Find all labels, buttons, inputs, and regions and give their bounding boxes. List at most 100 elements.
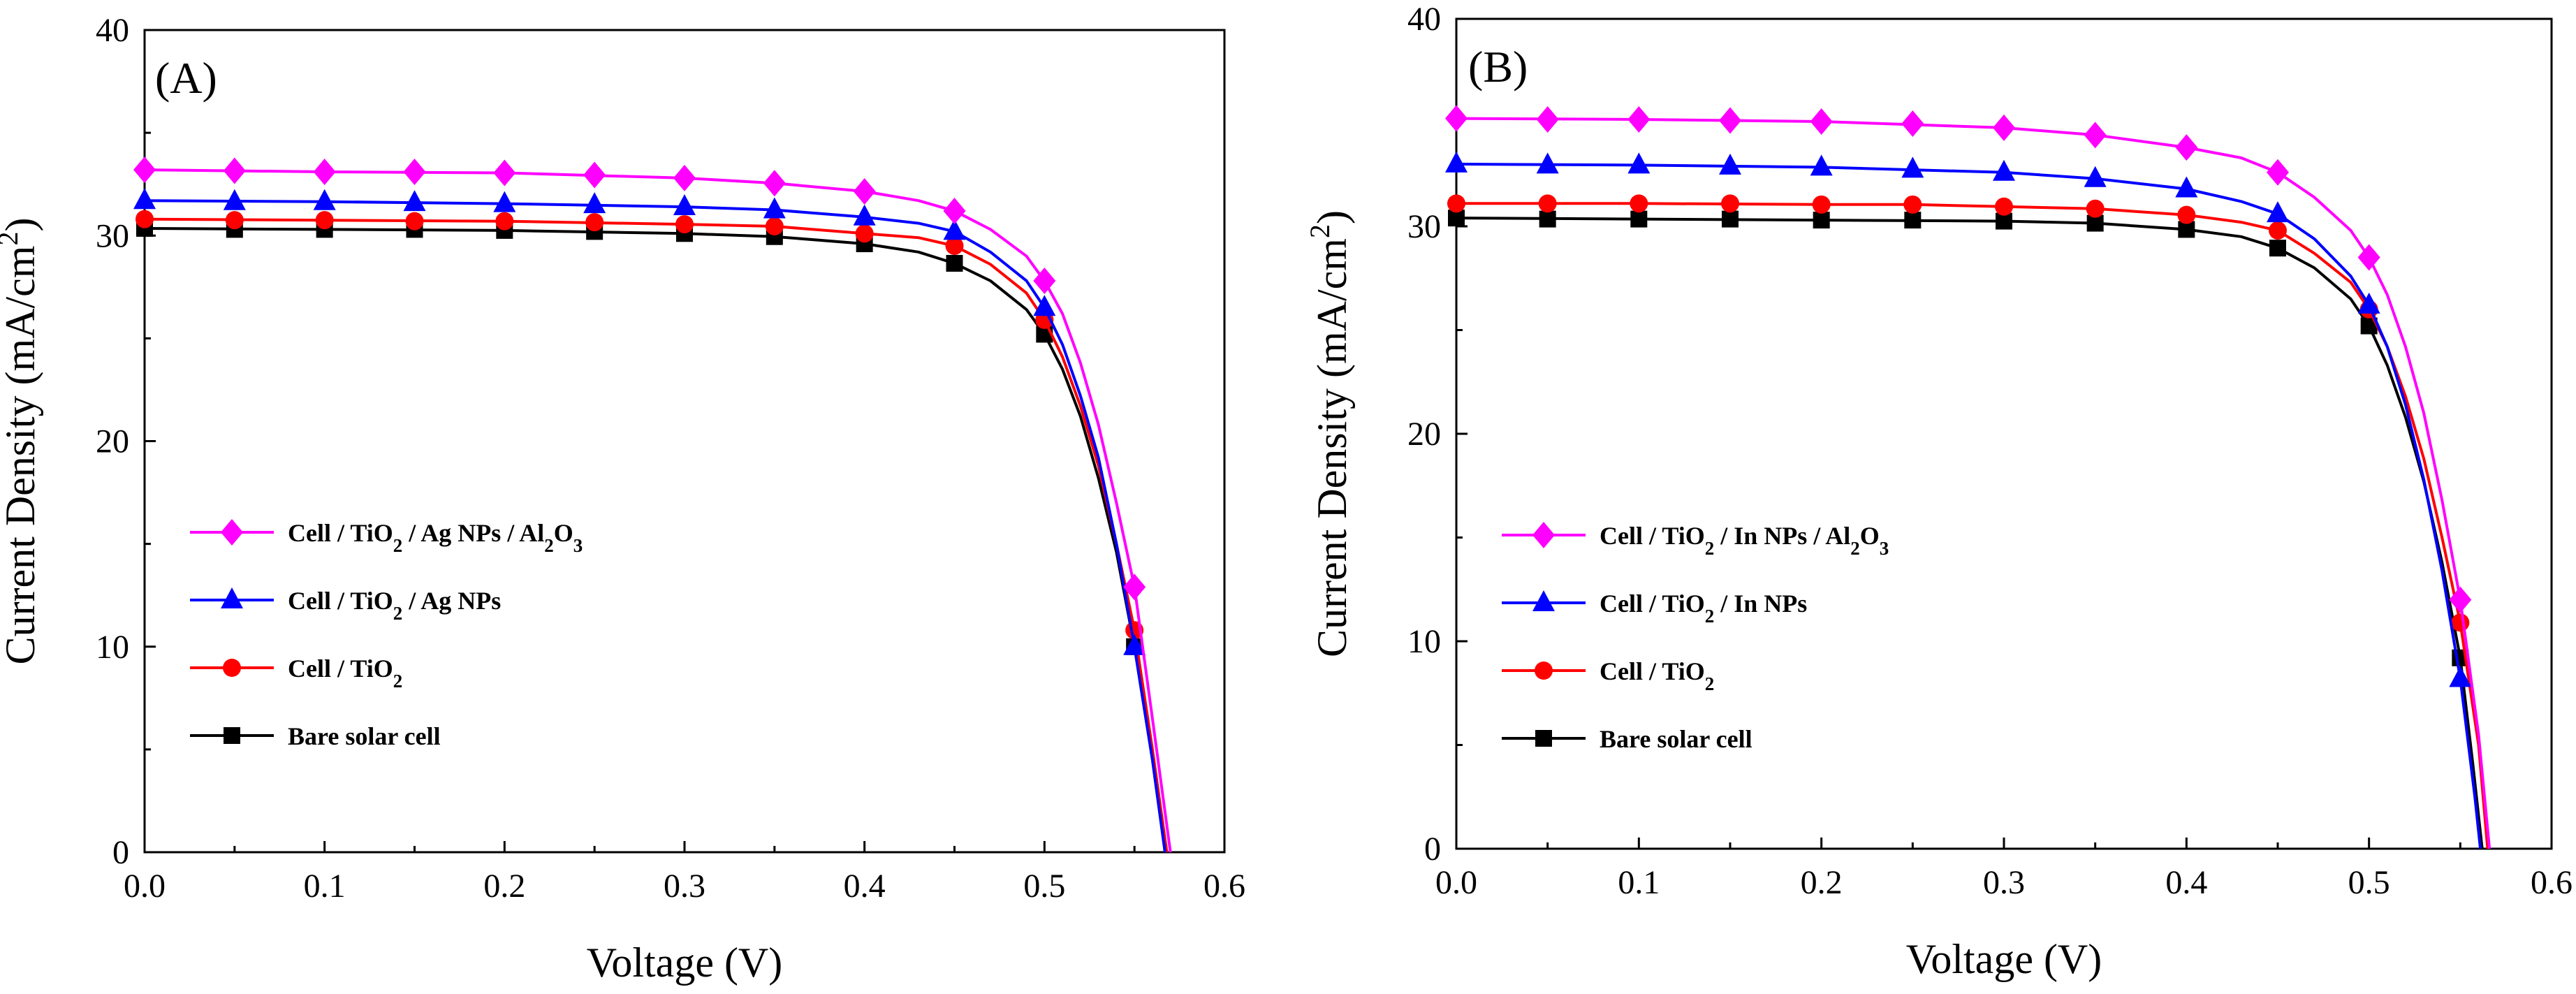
y-tick-label: 0 — [112, 834, 129, 871]
y-tick-label: 10 — [96, 629, 129, 666]
data-point — [1719, 153, 1741, 175]
data-point — [133, 156, 156, 184]
data-point — [1995, 197, 2013, 216]
data-point — [1719, 107, 1741, 134]
data-point — [675, 215, 694, 234]
data-point — [1901, 156, 1924, 178]
data-point — [1904, 212, 1922, 229]
data-point — [1630, 194, 1648, 213]
data-point — [1901, 110, 1924, 137]
x-tick-label: 0.0 — [124, 868, 166, 905]
series-line — [144, 168, 1172, 853]
data-point — [946, 254, 963, 272]
data-point — [1627, 152, 1651, 174]
data-point — [855, 224, 874, 243]
data-point — [313, 189, 336, 210]
data-point — [2177, 205, 2196, 224]
data-point — [223, 157, 246, 184]
data-point — [313, 159, 336, 186]
data-point — [136, 210, 154, 228]
data-point — [1721, 194, 1739, 213]
plot-frame — [1455, 17, 2553, 850]
data-point — [1033, 267, 1056, 294]
y-axis-title: Current Density (mA/cm2) — [0, 218, 43, 665]
x-tick-label: 0.3 — [1983, 864, 2025, 901]
data-point — [2449, 666, 2472, 687]
data-point — [583, 192, 606, 214]
data-point — [1813, 212, 1830, 229]
x-axis-title: Voltage (V) — [587, 940, 783, 986]
data-point — [225, 211, 244, 230]
data-point — [2449, 586, 2472, 613]
data-point — [1033, 295, 1056, 316]
x-tick-label: 0.5 — [2348, 864, 2390, 901]
legend-marker — [1535, 730, 1552, 747]
data-point — [1993, 159, 2015, 181]
data-point — [403, 159, 426, 186]
x-tick-label: 0.4 — [2165, 864, 2207, 901]
x-tick-label: 0.5 — [1023, 868, 1065, 905]
data-point — [2267, 201, 2289, 223]
legend-label: Cell / TiO2 / Ag NPs — [288, 587, 501, 624]
data-point — [673, 194, 696, 216]
x-tick-label: 0.6 — [1203, 868, 1245, 905]
y-tick-label: 30 — [1407, 208, 1441, 245]
legend-label: Cell / TiO2 / In NPs / Al2O3 — [1600, 522, 1889, 559]
data-point — [2175, 134, 2198, 161]
data-point — [945, 236, 964, 255]
data-point — [585, 213, 604, 232]
data-point — [853, 204, 876, 226]
data-point — [1536, 152, 1559, 174]
data-point — [1627, 106, 1651, 133]
legend-marker — [1532, 590, 1555, 611]
legend-label: Cell / TiO2 / Ag NPs / Al2O3 — [288, 519, 583, 556]
data-point — [1123, 573, 1146, 601]
data-point — [2267, 159, 2289, 186]
data-point — [495, 212, 514, 231]
data-point — [1993, 114, 2015, 141]
data-point — [2357, 292, 2380, 314]
data-point — [493, 159, 516, 187]
legend-label: Bare solar cell — [1600, 725, 1752, 753]
data-point — [2084, 122, 2107, 149]
y-tick-label: 20 — [96, 423, 129, 460]
data-point — [2086, 199, 2105, 218]
data-point — [1445, 151, 1468, 173]
legend-marker — [1535, 662, 1553, 680]
data-point — [2451, 613, 2470, 632]
x-tick-label: 0.1 — [1618, 864, 1660, 901]
data-point — [133, 188, 156, 210]
data-point — [673, 164, 696, 191]
series-line — [1456, 217, 2484, 849]
data-point — [1812, 195, 1831, 214]
data-point — [943, 197, 966, 224]
legend-label: Cell / TiO2 / In NPs — [1600, 590, 1807, 627]
data-point — [2269, 240, 2286, 257]
legend-label: Bare solar cell — [288, 722, 441, 750]
data-point — [403, 190, 426, 212]
legend-marker — [223, 659, 241, 677]
x-tick-label: 0.6 — [2531, 864, 2573, 901]
y-tick-label: 30 — [96, 217, 129, 254]
data-point — [943, 219, 966, 240]
data-point — [315, 211, 334, 230]
data-point — [2175, 176, 2198, 198]
data-point — [493, 191, 516, 212]
x-tick-label: 0.4 — [844, 868, 886, 905]
series-line — [1456, 162, 2482, 849]
data-point — [2269, 221, 2287, 240]
legend-label: Cell / TiO2 — [288, 655, 402, 692]
y-tick-label: 40 — [1407, 1, 1441, 38]
panel-b: 0.0 0.1 0.2 0.3 0.4 0.5 0.6 0 10 20 30 40 Voltage (V… — [1304, 1, 2573, 982]
data-point — [853, 177, 876, 205]
legend-marker — [1532, 522, 1555, 548]
data-point — [1903, 195, 1922, 214]
data-point — [763, 170, 786, 197]
x-tick-label: 0.3 — [664, 868, 705, 905]
data-point — [1123, 634, 1146, 655]
data-point — [2357, 244, 2380, 271]
data-point — [583, 161, 606, 189]
y-tick-label: 0 — [1424, 831, 1441, 868]
legend-marker — [221, 519, 243, 546]
